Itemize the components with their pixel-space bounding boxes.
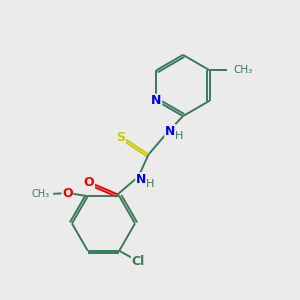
Text: H: H — [146, 179, 154, 189]
Text: CH₃: CH₃ — [32, 189, 50, 199]
Text: N: N — [165, 124, 175, 138]
Text: H: H — [175, 131, 183, 141]
Text: Cl: Cl — [131, 255, 145, 268]
Text: N: N — [136, 173, 146, 186]
Text: O: O — [62, 187, 73, 200]
Text: S: S — [116, 130, 125, 144]
Text: N: N — [151, 94, 162, 107]
Text: CH₃: CH₃ — [233, 65, 253, 75]
Text: O: O — [84, 176, 94, 189]
